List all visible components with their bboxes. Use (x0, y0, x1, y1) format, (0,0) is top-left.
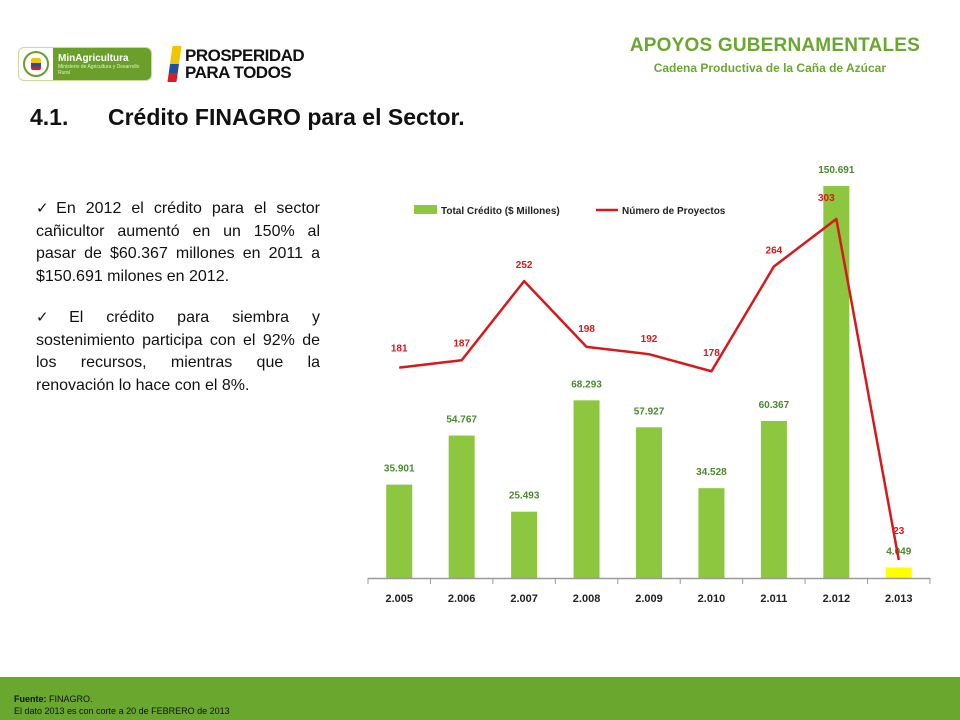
prosperidad-line2: PARA TODOS (185, 63, 292, 82)
line-value-label: 23 (893, 526, 905, 537)
x-tick-label: 2.011 (760, 593, 787, 605)
bar-value-label: 25.493 (509, 491, 540, 502)
x-tick-label: 2.013 (885, 593, 913, 605)
footer-bar: Fuente: FINAGRO. El dato 2013 es con cor… (0, 677, 960, 720)
bar-value-label: 4.049 (886, 546, 911, 557)
slide-title: 4.1. Crédito FINAGRO para el Sector. (30, 104, 465, 131)
line-value-label: 264 (766, 245, 783, 256)
bullet-text: El crédito para siembra y sostenimiento … (36, 309, 320, 394)
line-value-label: 181 (391, 344, 408, 355)
footer-source-label: Fuente: (14, 694, 47, 704)
checkmark-icon: ✓ (36, 200, 55, 217)
bar-value-label: 54.767 (446, 415, 477, 426)
x-tick-label: 2.010 (698, 593, 726, 605)
prosperidad-line1: PROSPERIDAD (185, 46, 305, 65)
legend-label-credit: Total Crédito ($ Millones) (441, 206, 560, 217)
bar-2.007 (511, 511, 538, 578)
bar-2.008 (573, 400, 600, 578)
minagricultura-subtitle: Ministerio de Agricultura y Desarrollo R… (58, 63, 140, 76)
bullet-text: En 2012 el crédito para el sector cañicu… (36, 200, 320, 285)
colombia-seal-icon (23, 51, 49, 77)
bar-2.011 (760, 420, 787, 578)
minagricultura-logo-box: MinAgricultura Ministerio de Agricultura… (53, 48, 151, 80)
bullet-item: ✓ En 2012 el crédito para el sector cañic… (36, 198, 320, 288)
line-value-label: 178 (703, 348, 720, 359)
slide-title-text: Crédito FINAGRO para el Sector. (108, 104, 465, 130)
x-tick-label: 2.012 (823, 593, 851, 605)
bar-value-label: 57.927 (634, 406, 665, 417)
bar-2.012 (823, 186, 850, 578)
footer-note: El dato 2013 es con corte a 20 de FEBRER… (14, 706, 230, 716)
line-value-label: 187 (453, 338, 470, 349)
x-tick-label: 2.007 (510, 593, 538, 605)
bar-2.010 (698, 488, 725, 578)
bar-value-label: 150.691 (818, 165, 855, 176)
checkmark-icon: ✓ (36, 309, 68, 326)
x-tick-label: 2.008 (573, 593, 601, 605)
line-value-label: 303 (818, 193, 835, 204)
prosperidad-logo: PROSPERIDAD PARA TODOS (167, 45, 310, 83)
bar-2.013 (885, 567, 912, 578)
colombia-flag-icon (167, 46, 182, 82)
line-value-label: 198 (578, 324, 595, 335)
bar-value-label: 34.528 (696, 467, 727, 478)
slide-number: 4.1. (30, 104, 69, 130)
footer-source: Fuente: FINAGRO. (14, 694, 93, 704)
header-subtitle: Cadena Productiva de la Caña de Azúcar (653, 61, 886, 75)
bar-value-label: 68.293 (571, 379, 602, 390)
minagricultura-name: MinAgricultura (58, 52, 129, 64)
legend-swatch-credit (414, 205, 437, 214)
bar-2.005 (386, 484, 413, 578)
legend-label-projects: Número de Proyectos (622, 206, 726, 217)
bullet-item: ✓ El crédito para siembra y sostenimiento… (36, 307, 320, 397)
footer-source-value: FINAGRO. (46, 694, 93, 704)
bar-value-label: 60.367 (759, 400, 790, 411)
line-value-label: 192 (641, 334, 658, 345)
line-value-label: 252 (516, 260, 533, 271)
projects-line (399, 217, 901, 561)
minagricultura-logo: MinAgricultura Ministerio de Agricultura… (18, 47, 152, 81)
bar-2.009 (636, 427, 662, 578)
bar-2.006 (448, 435, 475, 578)
bar-value-label: 35.901 (384, 464, 415, 475)
header-title: APOYOS GUBERNAMENTALES (629, 35, 920, 56)
x-tick-label: 2.009 (635, 593, 663, 605)
x-tick-label: 2.006 (448, 593, 476, 605)
bullet-list: ✓ En 2012 el crédito para el sector cañic… (36, 198, 320, 416)
prosperidad-wordmark: PROSPERIDAD PARA TODOS (185, 46, 305, 82)
x-tick-label: 2.005 (385, 593, 413, 605)
